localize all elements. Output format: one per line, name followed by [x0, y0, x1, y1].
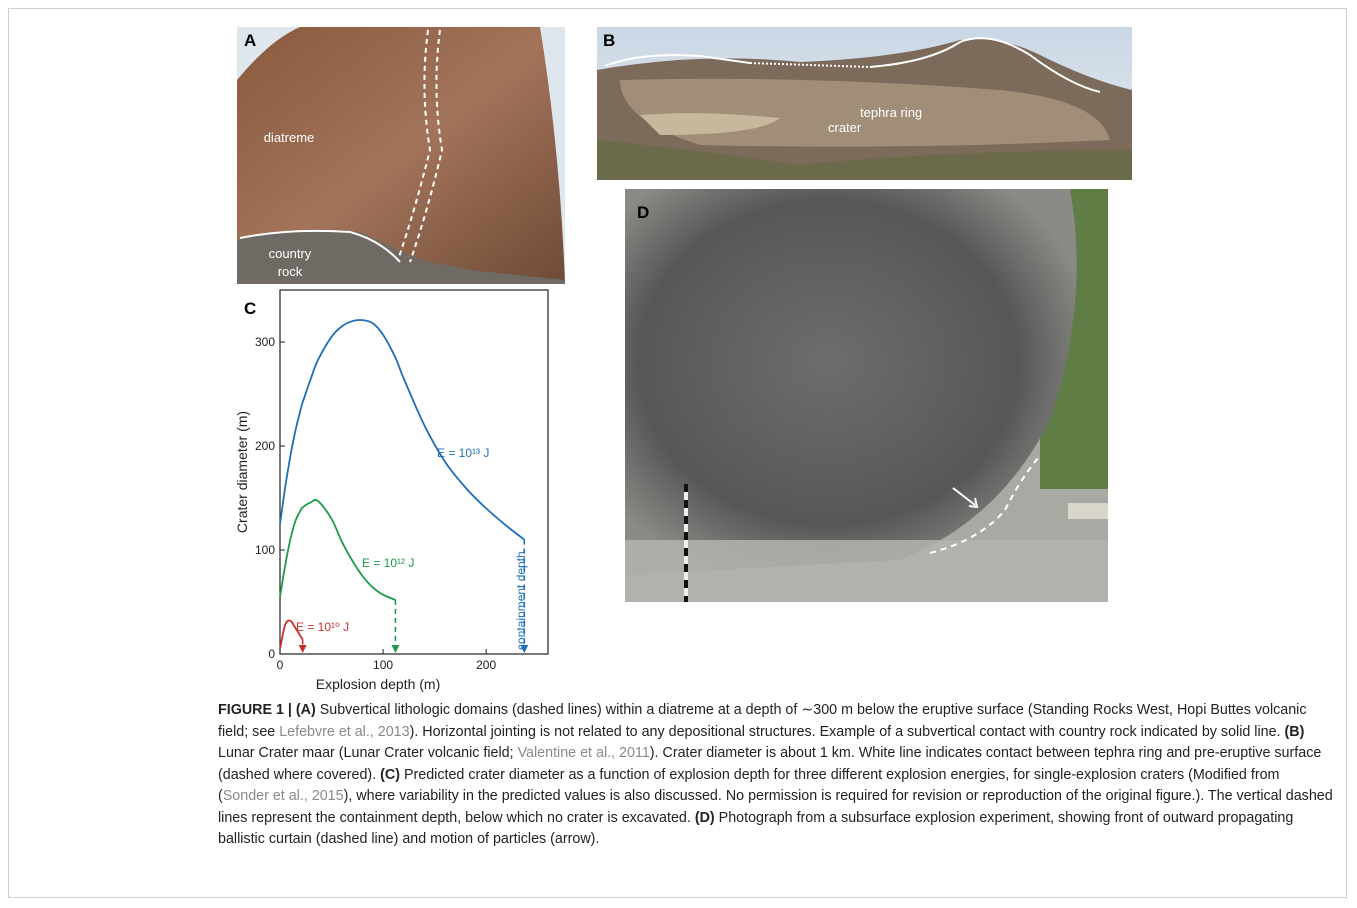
photo-annotation: country — [269, 246, 312, 261]
photo-annotation: rock — [278, 264, 303, 279]
caption-text: Lunar Crater maar (Lunar Crater volcanic… — [218, 745, 518, 761]
caption-text: ). Horizontal jointing is not related to… — [410, 724, 1285, 740]
photo-annotation: diatreme — [264, 130, 315, 145]
x-tick-label: 200 — [476, 658, 496, 672]
citation-link[interactable]: Sonder et al., 2015 — [223, 788, 344, 804]
panel-label: C — [244, 299, 256, 318]
plot-frame — [280, 290, 548, 654]
caption-bold: (D) — [695, 810, 715, 826]
containment-arrow — [391, 645, 399, 653]
caption-bold: (B) — [1285, 724, 1305, 740]
chart: C Crater diameter (m) Explosion depth (m… — [234, 290, 548, 692]
y-tick-label: 300 — [255, 335, 275, 349]
page: A diatreme country rock B tephra ring cr… — [0, 0, 1357, 908]
series-label: E = 10¹⁰ J — [296, 620, 349, 634]
figure: A diatreme country rock B tephra ring cr… — [0, 0, 1357, 695]
citation-link[interactable]: Lefebvre et al., 2013 — [279, 724, 409, 740]
photo-annotation: tephra ring — [860, 105, 922, 120]
line — [280, 320, 524, 540]
x-tick-label: 0 — [277, 658, 284, 672]
photo-annotation: crater — [828, 120, 862, 135]
y-tick-label: 200 — [255, 439, 275, 453]
annotation: containment depth — [514, 551, 528, 650]
photo-b: B tephra ring crater — [597, 27, 1132, 180]
containment-arrow — [299, 645, 307, 653]
x-axis-title: Explosion depth (m) — [316, 676, 441, 692]
y-tick-label: 100 — [255, 543, 275, 557]
panel-label: B — [603, 31, 615, 50]
caption-bold: (C) — [380, 767, 400, 783]
series-label: E = 10¹³ J — [437, 446, 489, 460]
y-axis-title: Crater diameter (m) — [234, 411, 250, 533]
line — [280, 500, 395, 600]
caption-bold: FIGURE 1 | (A) — [218, 702, 316, 718]
panel-label: D — [637, 203, 649, 222]
y-tick-label: 0 — [268, 647, 275, 661]
series-label: E = 10¹² J — [362, 556, 414, 570]
panel-label: A — [244, 31, 256, 50]
caption: FIGURE 1 | (A) Subvertical lithologic do… — [218, 700, 1333, 851]
photo-d: D — [625, 189, 1108, 602]
citation-link[interactable]: Valentine et al., 2011 — [518, 745, 650, 761]
x-tick-label: 100 — [373, 658, 393, 672]
photo-a: A diatreme country rock — [237, 27, 565, 284]
